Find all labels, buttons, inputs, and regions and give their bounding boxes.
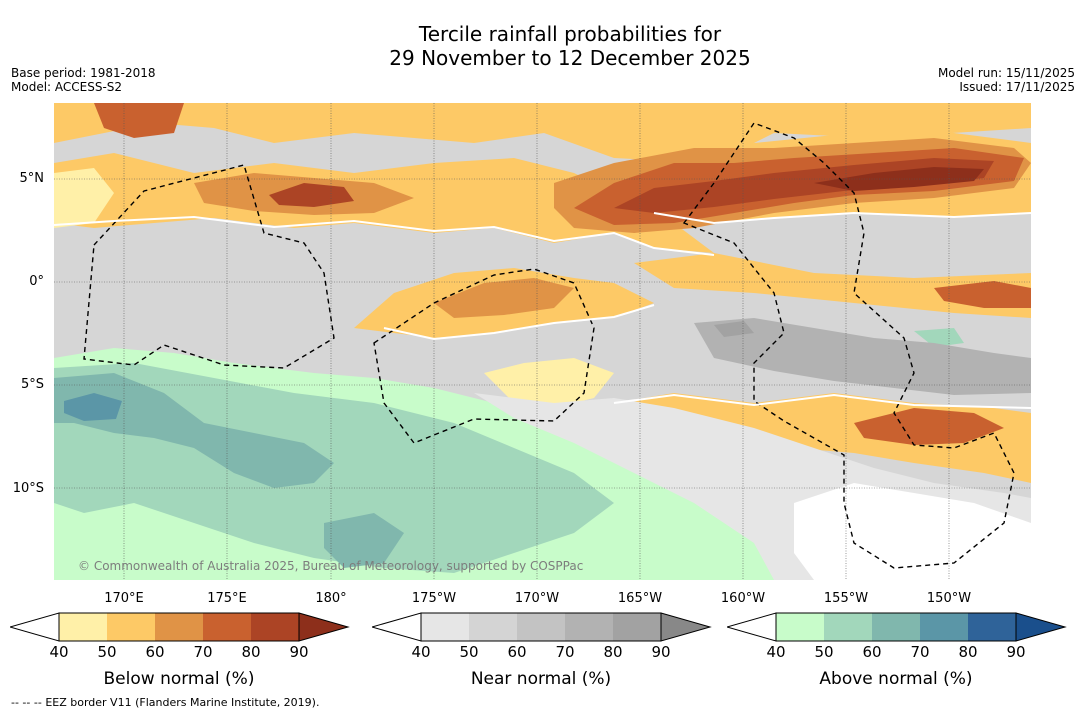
colorbar-below-tick: 90 — [289, 643, 309, 661]
colorbar-below-segment — [155, 613, 203, 641]
colorbar-above-segment — [824, 613, 872, 641]
colorbar-near-normal-low-extension — [372, 612, 422, 642]
colorbar-above-segment — [920, 613, 968, 641]
near-normal-darker-east — [694, 318, 1031, 395]
colorbar-near-tick: 70 — [555, 643, 575, 661]
above-normal-80-southwest — [64, 393, 122, 421]
colorbar-near-segment — [517, 613, 565, 641]
colorbar-near-segment — [565, 613, 613, 641]
colorbar-near-tick: 80 — [603, 643, 623, 661]
colorbar-above-tick: 80 — [958, 643, 978, 661]
eez-legend-symbol: -- -- -- — [11, 696, 42, 709]
colorbar-near-tick: 90 — [651, 643, 671, 661]
lon-label-175e: 175°E — [207, 591, 247, 606]
lon-label-155w: 155°W — [823, 591, 869, 606]
colorbar-above-segment — [776, 613, 824, 641]
eez-legend-text: EEZ border V11 (Flanders Marine Institut… — [45, 696, 320, 709]
lon-label-150w: 150°W — [926, 591, 972, 606]
lat-label-5s: 5°S — [20, 377, 44, 392]
colorbar-above-tick: 40 — [766, 643, 786, 661]
colorbar-below-segment — [251, 613, 299, 641]
colorbar-near-tick: 40 — [411, 643, 431, 661]
base-period: Base period: 1981-2018 — [11, 66, 156, 80]
colorbar-above-normal-high-extension — [1015, 612, 1067, 642]
colorbar-below-title: Below normal (%) — [103, 669, 255, 689]
below-normal-light-south — [484, 358, 614, 408]
no-signal-southeast — [794, 483, 1031, 580]
colorbar-above-tick: 50 — [814, 643, 834, 661]
white-contours — [53, 211, 1032, 409]
colorbar-near-segment — [613, 613, 661, 641]
model-name: Model: ACCESS-S2 — [11, 80, 123, 94]
colorbar-near-segment — [421, 613, 469, 641]
colorbar-below-tick: 70 — [193, 643, 213, 661]
graticule — [54, 103, 1031, 580]
colorbar-above-title: Above normal (%) — [819, 669, 973, 689]
map-title-line-2: 29 November to 12 December 2025 — [389, 46, 751, 70]
colorbar-near-tick: 50 — [459, 643, 479, 661]
near-normal-darkest-east — [714, 321, 754, 337]
copyright-credit: © Commonwealth of Australia 2025, Bureau… — [78, 559, 584, 573]
map-canvas — [53, 103, 1032, 580]
lat-label-10s: 10°S — [12, 481, 44, 496]
colorbar-near-segment — [469, 613, 517, 641]
lat-label-0: 0° — [29, 274, 44, 289]
colorbar-near-title: Near normal (%) — [470, 669, 612, 689]
above-normal-70-southwest — [54, 373, 334, 488]
colorbar-above-segment — [968, 613, 1016, 641]
colorbar-below-segment — [59, 613, 107, 641]
below-normal-70-east-mid — [934, 281, 1031, 308]
colorbar-below-tick: 60 — [145, 643, 165, 661]
map-title-line-1: Tercile rainfall probabilities for — [418, 22, 722, 46]
colorbar-above-normal-low-extension — [727, 612, 777, 642]
lon-label-170e: 170°E — [104, 591, 144, 606]
colorbar-below-tick: 80 — [241, 643, 261, 661]
lon-label-180: 180° — [315, 591, 347, 606]
colorbar-above-segment — [872, 613, 920, 641]
colorbar-near-tick: 60 — [507, 643, 527, 661]
eez-legend: -- -- -- EEZ border V11 (Flanders Marine… — [11, 696, 319, 709]
colorbar-below-normal-low-extension — [10, 612, 60, 642]
below-normal-80-west — [269, 183, 354, 207]
below-normal-north-band — [54, 103, 1031, 163]
lon-label-165w: 165°W — [617, 591, 663, 606]
colorbar-below-normal — [10, 612, 350, 642]
below-normal-east-mid — [634, 253, 1031, 318]
colorbar-above-tick: 60 — [862, 643, 882, 661]
colorbar-above-normal — [727, 612, 1067, 642]
colorbar-near-normal-high-extension — [660, 612, 712, 642]
model-run-date: Model run: 15/11/2025 — [937, 66, 1075, 80]
below-normal-70-topleft — [94, 103, 184, 138]
below-normal-60-center — [434, 278, 574, 318]
colorbar-near-normal — [372, 612, 712, 642]
lat-label-5n: 5°N — [19, 171, 45, 186]
lon-label-175w: 175°W — [411, 591, 457, 606]
below-normal-70-southeast — [854, 408, 1004, 445]
issued-date: Issued: 17/11/2025 — [959, 80, 1075, 94]
rainfall-probability-map — [53, 103, 1032, 580]
colorbar-below-segment — [203, 613, 251, 641]
above-normal-70-south — [324, 513, 404, 568]
lon-label-170w: 170°W — [514, 591, 560, 606]
colorbar-below-normal-segments — [59, 613, 299, 641]
colorbar-below-tick: 50 — [97, 643, 117, 661]
below-normal-light-west — [54, 168, 114, 228]
lon-label-160w: 160°W — [720, 591, 766, 606]
above-normal-east-small — [914, 328, 964, 347]
colorbar-above-tick: 70 — [910, 643, 930, 661]
eez-borders — [83, 122, 1015, 569]
colorbar-above-tick: 90 — [1006, 643, 1026, 661]
colorbar-below-tick: 40 — [49, 643, 69, 661]
colorbar-below-segment — [107, 613, 155, 641]
colorbar-below-normal-high-extension — [298, 612, 350, 642]
